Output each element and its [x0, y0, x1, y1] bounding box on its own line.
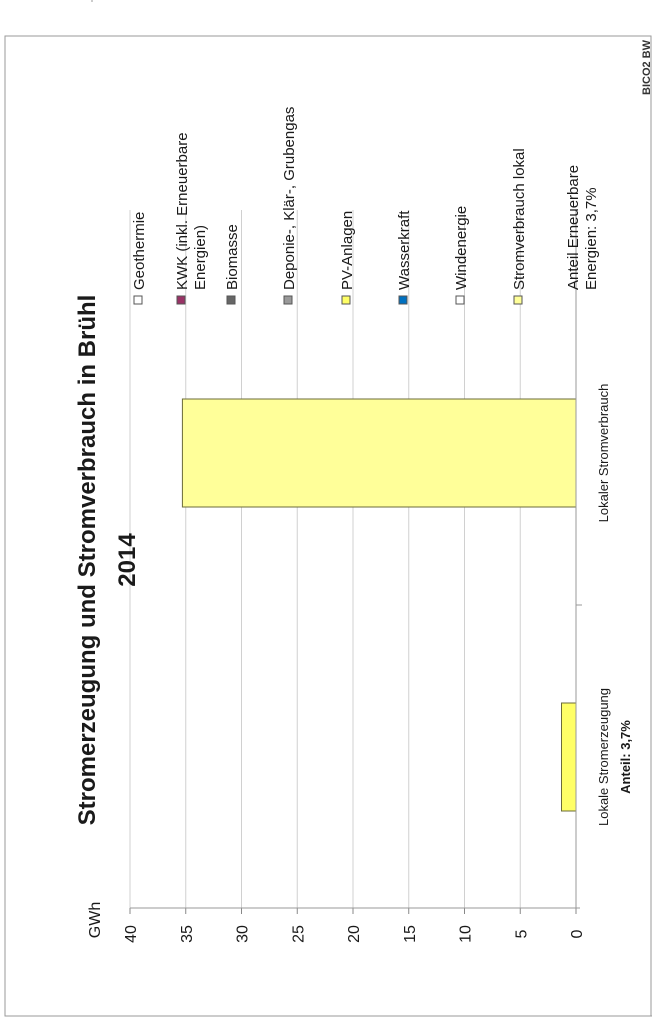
- legend-label: Biomasse: [224, 224, 241, 290]
- legend-swatch: [513, 295, 523, 305]
- category-sublabel: Anteil: 3,7%: [618, 720, 633, 794]
- chart-frame: [4, 35, 652, 1017]
- y-tick-label: 30: [235, 925, 252, 943]
- bars: [181, 398, 577, 812]
- legend-label: Deponie-, Klär-, Grubengas: [281, 107, 298, 290]
- axes: [130, 210, 582, 909]
- legend-label-line2: Energien: 3,7%: [583, 187, 600, 290]
- legend-label: PV-Anlagen: [339, 211, 356, 290]
- legend-swatch: [133, 295, 143, 305]
- legend-label: KWK (inkl. Erneuerbare: [174, 132, 191, 290]
- category-labels: Lokale Stromerzeugung Anteil: 3,7% Lokaler…: [596, 384, 633, 826]
- y-axis-title: GWh: [87, 902, 104, 938]
- chart-border: [4, 35, 652, 1017]
- chart-title: Stromerzeugung und Stromverbrauch in Brü…: [74, 295, 101, 826]
- chart-subtitle: 2014: [114, 533, 141, 587]
- legend-label: Wasserkraft: [396, 210, 413, 290]
- legend-label: Stromverbrauch lokal: [511, 148, 528, 290]
- legend-label: Anteil Erneuerbare: [565, 165, 582, 290]
- gridlines: [129, 210, 577, 914]
- legend-label: Geothermie: [131, 212, 148, 290]
- y-tick-label: 25: [290, 925, 307, 943]
- legend-swatch: [341, 295, 351, 305]
- y-tick-label: 0: [569, 929, 586, 938]
- tick-labels: 0 5 10 15 20 25 30 35 40: [123, 925, 586, 943]
- y-tick-label: 5: [513, 929, 530, 938]
- legend-swatch: [283, 295, 293, 305]
- legend-swatch: [398, 295, 408, 305]
- legend: Geothermie KWK (inkl. Erneuerbare Energien…: [131, 107, 600, 305]
- y-tick-label: 10: [458, 925, 475, 943]
- y-tick-label: 20: [346, 925, 363, 943]
- y-tick-label: 35: [179, 925, 196, 943]
- category-label: Lokaler Stromverbrauch: [596, 384, 611, 523]
- legend-label-line2: Energien): [192, 225, 209, 290]
- bar-stromverbrauch-lokal: [181, 398, 577, 508]
- legend-label: Windenergie: [453, 206, 470, 290]
- y-tick-label: 15: [402, 925, 419, 943]
- legend-swatch: [455, 295, 465, 305]
- legend-swatch: [176, 295, 186, 305]
- page-border: [5, 0, 652, 1017]
- category-label: Lokale Stromerzeugung: [596, 688, 611, 826]
- y-tick-label: 40: [123, 925, 140, 943]
- bar-pv-anlagen: [561, 702, 577, 812]
- legend-swatch: [226, 295, 236, 305]
- source-label: BICO2 BW: [641, 39, 653, 95]
